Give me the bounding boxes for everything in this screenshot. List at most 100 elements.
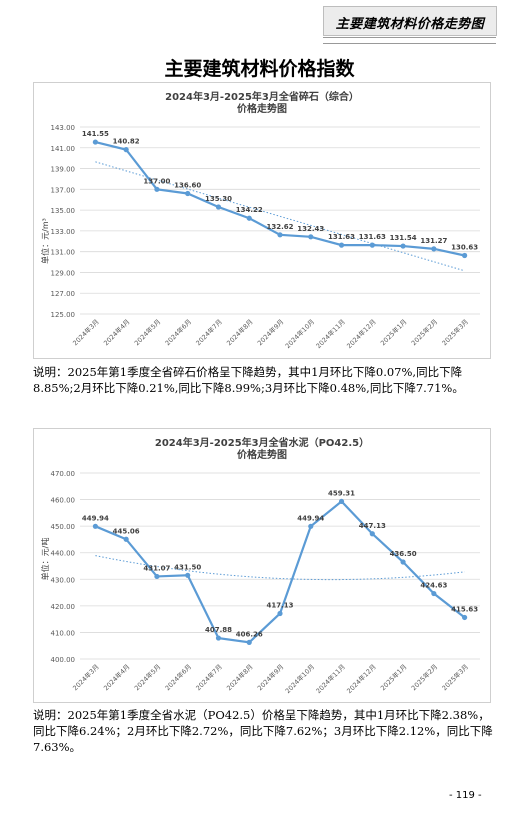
- chart-cement-svg: 2024年3月-2025年3月全省水泥（PO42.5） 价格走势图 单位：元/吨…: [40, 436, 480, 695]
- section-header-label: 主要建筑材料价格走势图: [335, 17, 485, 32]
- data-label: 132.62: [266, 223, 293, 231]
- data-point: [369, 242, 375, 248]
- section-header-tab: 主要建筑材料价格走势图: [323, 6, 497, 36]
- y-tick-label: 141.00: [51, 145, 76, 153]
- data-point: [123, 536, 129, 542]
- data-point: [400, 243, 406, 249]
- data-label: 131.63: [359, 233, 386, 241]
- data-label: 131.54: [390, 234, 417, 242]
- data-point: [462, 252, 468, 259]
- x-tick-label: 2025年2月: [409, 317, 439, 347]
- x-tick-label: 2025年1月: [378, 662, 408, 692]
- y-tick-label: 125.00: [51, 311, 76, 319]
- y-axis-unit-label: 单位：元/吨: [40, 538, 50, 581]
- x-tick-label: 2025年3月: [440, 317, 470, 347]
- page-title: 主要建筑材料价格指数: [164, 58, 355, 80]
- data-point: [154, 573, 160, 580]
- data-point: [462, 614, 468, 621]
- y-tick-label: 470.00: [51, 470, 76, 478]
- data-point: [215, 635, 222, 641]
- data-point: [123, 147, 129, 153]
- page-number: - 119 -: [449, 790, 482, 801]
- data-label: 449.94: [297, 514, 324, 522]
- data-point: [431, 590, 437, 597]
- x-tick-label: 2024年11月: [314, 662, 347, 695]
- chart-title-line1: 2024年3月-2025年3月全省碎石（综合）: [165, 90, 359, 103]
- data-label: 424.63: [420, 582, 447, 590]
- y-tick-label: 133.00: [51, 228, 76, 236]
- data-point: [154, 186, 160, 192]
- data-point: [338, 498, 345, 505]
- data-label: 431.50: [174, 563, 201, 571]
- data-point: [277, 610, 283, 617]
- y-tick-label: 450.00: [51, 523, 76, 531]
- x-tick-label: 2024年7月: [194, 317, 224, 347]
- y-tick-label: 135.00: [51, 207, 76, 215]
- y-tick-label: 129.00: [51, 269, 76, 277]
- x-tick-label: 2024年10月: [283, 317, 316, 350]
- y-tick-label: 400.00: [51, 656, 76, 664]
- data-label: 459.31: [328, 489, 355, 497]
- data-point: [246, 215, 252, 221]
- y-tick-label: 139.00: [51, 166, 76, 174]
- x-tick-label: 2024年8月: [224, 662, 254, 692]
- data-point: [308, 234, 314, 240]
- x-tick-label: 2024年11月: [314, 317, 347, 350]
- gravel-price-note: 说明：2025年第1季度全省碎石价格呈下降趋势，其中1月环比下降0.07%,同比…: [33, 365, 464, 395]
- x-tick-label: 2024年6月: [163, 317, 193, 347]
- y-tick-label: 131.00: [51, 249, 76, 257]
- data-label: 447.13: [359, 522, 386, 530]
- data-point: [246, 639, 252, 645]
- x-tick-label: 2025年3月: [440, 662, 470, 692]
- y-tick-label: 143.00: [51, 124, 76, 132]
- x-tick-label: 2024年3月: [71, 317, 101, 347]
- x-tick-label: 2024年5月: [132, 662, 162, 692]
- header-divider: [323, 37, 496, 44]
- data-point: [185, 572, 191, 578]
- data-label: 141.55: [82, 130, 109, 138]
- cement-price-note: 说明：2025年第1季度全省水泥（PO42.5）价格呈下降趋势，其中1月环比下降…: [33, 708, 493, 754]
- data-label: 140.82: [113, 138, 140, 146]
- chart-cement-price: 2024年3月-2025年3月全省水泥（PO42.5） 价格走势图 单位：元/吨…: [33, 428, 491, 703]
- y-tick-label: 440.00: [51, 550, 76, 558]
- x-tick-label: 2024年7月: [194, 662, 224, 692]
- data-label: 406.26: [236, 630, 263, 638]
- data-point: [277, 232, 283, 238]
- data-label: 135.30: [205, 195, 232, 203]
- data-point: [92, 523, 98, 529]
- data-point: [215, 204, 222, 210]
- chart-gravel-svg: 2024年3月-2025年3月全省碎石（综合） 价格走势图 单位：元/m³ 12…: [40, 90, 480, 350]
- chart-title-line2: 价格走势图: [237, 102, 287, 115]
- data-point: [369, 531, 375, 537]
- data-label: 136.60: [174, 181, 201, 189]
- y-tick-label: 127.00: [51, 290, 76, 298]
- trendline: [95, 555, 465, 581]
- chart-title-line2: 价格走势图: [237, 448, 287, 461]
- data-label: 436.50: [390, 550, 417, 558]
- x-tick-label: 2025年1月: [378, 317, 408, 347]
- x-tick-label: 2024年5月: [132, 317, 162, 347]
- chart-gravel-price: 2024年3月-2025年3月全省碎石（综合） 价格走势图 单位：元/m³ 12…: [33, 82, 491, 359]
- data-label: 131.27: [420, 237, 447, 245]
- data-point: [185, 190, 191, 197]
- x-tick-label: 2025年2月: [409, 662, 439, 692]
- y-axis-unit-label: 单位：元/m³: [40, 218, 50, 264]
- y-tick-label: 420.00: [51, 603, 76, 611]
- x-tick-label: 2024年10月: [283, 662, 316, 695]
- data-point: [338, 242, 345, 248]
- data-point: [92, 139, 98, 145]
- y-tick-label: 460.00: [51, 497, 76, 505]
- x-tick-label: 2024年12月: [345, 662, 378, 695]
- trendline: [95, 161, 465, 272]
- data-point: [431, 246, 437, 252]
- data-label: 415.63: [451, 605, 478, 613]
- x-tick-label: 2024年3月: [71, 662, 101, 692]
- x-tick-label: 2024年8月: [224, 317, 254, 347]
- x-tick-label: 2024年4月: [101, 662, 131, 692]
- x-tick-label: 2024年9月: [255, 662, 285, 692]
- data-label: 407.88: [205, 626, 232, 634]
- x-tick-label: 2024年6月: [163, 662, 193, 692]
- data-label: 130.63: [451, 244, 478, 252]
- chart-title-line1: 2024年3月-2025年3月全省水泥（PO42.5）: [155, 436, 369, 449]
- y-tick-label: 137.00: [51, 186, 76, 194]
